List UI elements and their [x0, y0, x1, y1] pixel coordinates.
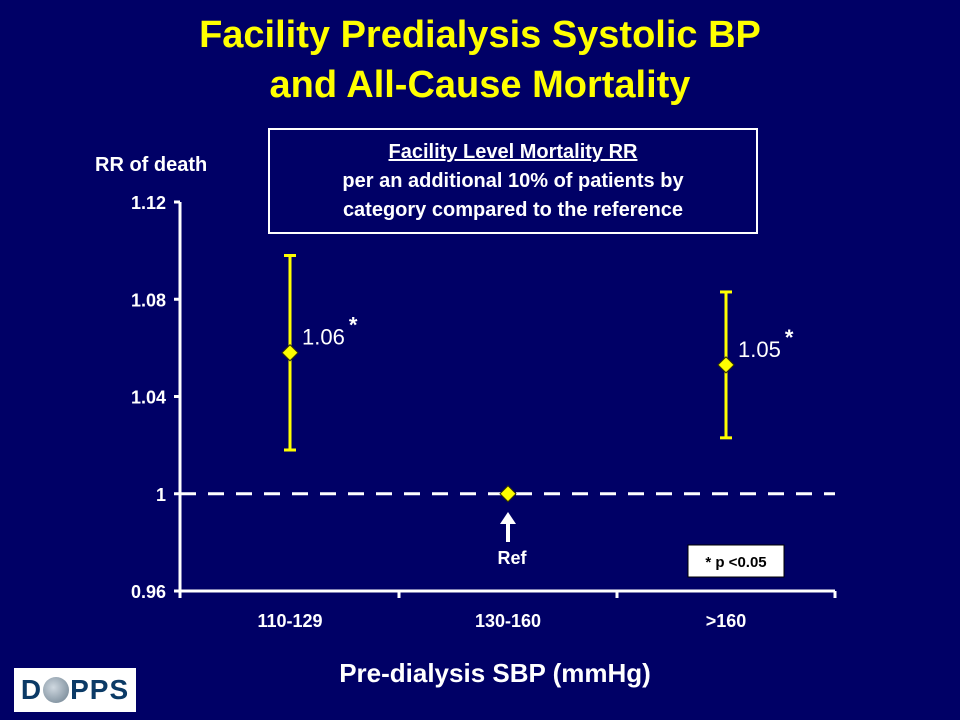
significance-marker: *: [785, 325, 794, 350]
info-box-line-2: per an additional 10% of patients by: [342, 170, 684, 192]
data-point-marker: [717, 356, 735, 374]
ref-arrow-icon: [500, 512, 516, 524]
globe-icon: [43, 677, 70, 703]
title-line-1: Facility Predialysis Systolic BP: [199, 14, 761, 56]
data-point-marker: [499, 485, 517, 503]
logo-letter-d: D: [20, 674, 43, 705]
y-tick-label: 0.96: [131, 582, 166, 602]
pvalue-note: * p <0.05: [705, 554, 766, 571]
info-box: Facility Level Mortality RR per an addit…: [268, 128, 758, 234]
y-axis-label: RR of death: [95, 154, 208, 176]
info-box-heading: Facility Level Mortality RR: [388, 141, 638, 163]
x-tick-label: 110-129: [257, 611, 322, 631]
data-label: 1.05: [738, 337, 781, 362]
ref-label: Ref: [497, 548, 527, 568]
significance-marker: *: [349, 313, 358, 338]
dopps-logo: D PPS: [14, 668, 136, 712]
logo-letters-pps: PPS: [70, 674, 130, 705]
y-tick-label: 1.08: [131, 290, 166, 310]
info-box-line-3: category compared to the reference: [342, 199, 684, 221]
title-line-2: and All-Cause Mortality: [269, 64, 691, 106]
x-tick-label: >160: [706, 611, 747, 631]
y-tick-label: 1.12: [131, 193, 166, 213]
pvalue-note-box: [687, 544, 785, 578]
x-axis-title: Pre-dialysis SBP (mmHg): [339, 658, 651, 688]
x-tick-label: 130-160: [475, 611, 541, 631]
slide-title: Facility Predialysis Systolic BP and All…: [0, 10, 960, 110]
y-tick-label: 1: [156, 485, 166, 505]
data-label: 1.06: [302, 325, 345, 350]
y-tick-label: 1.04: [131, 388, 166, 408]
data-point-marker: [281, 344, 299, 362]
